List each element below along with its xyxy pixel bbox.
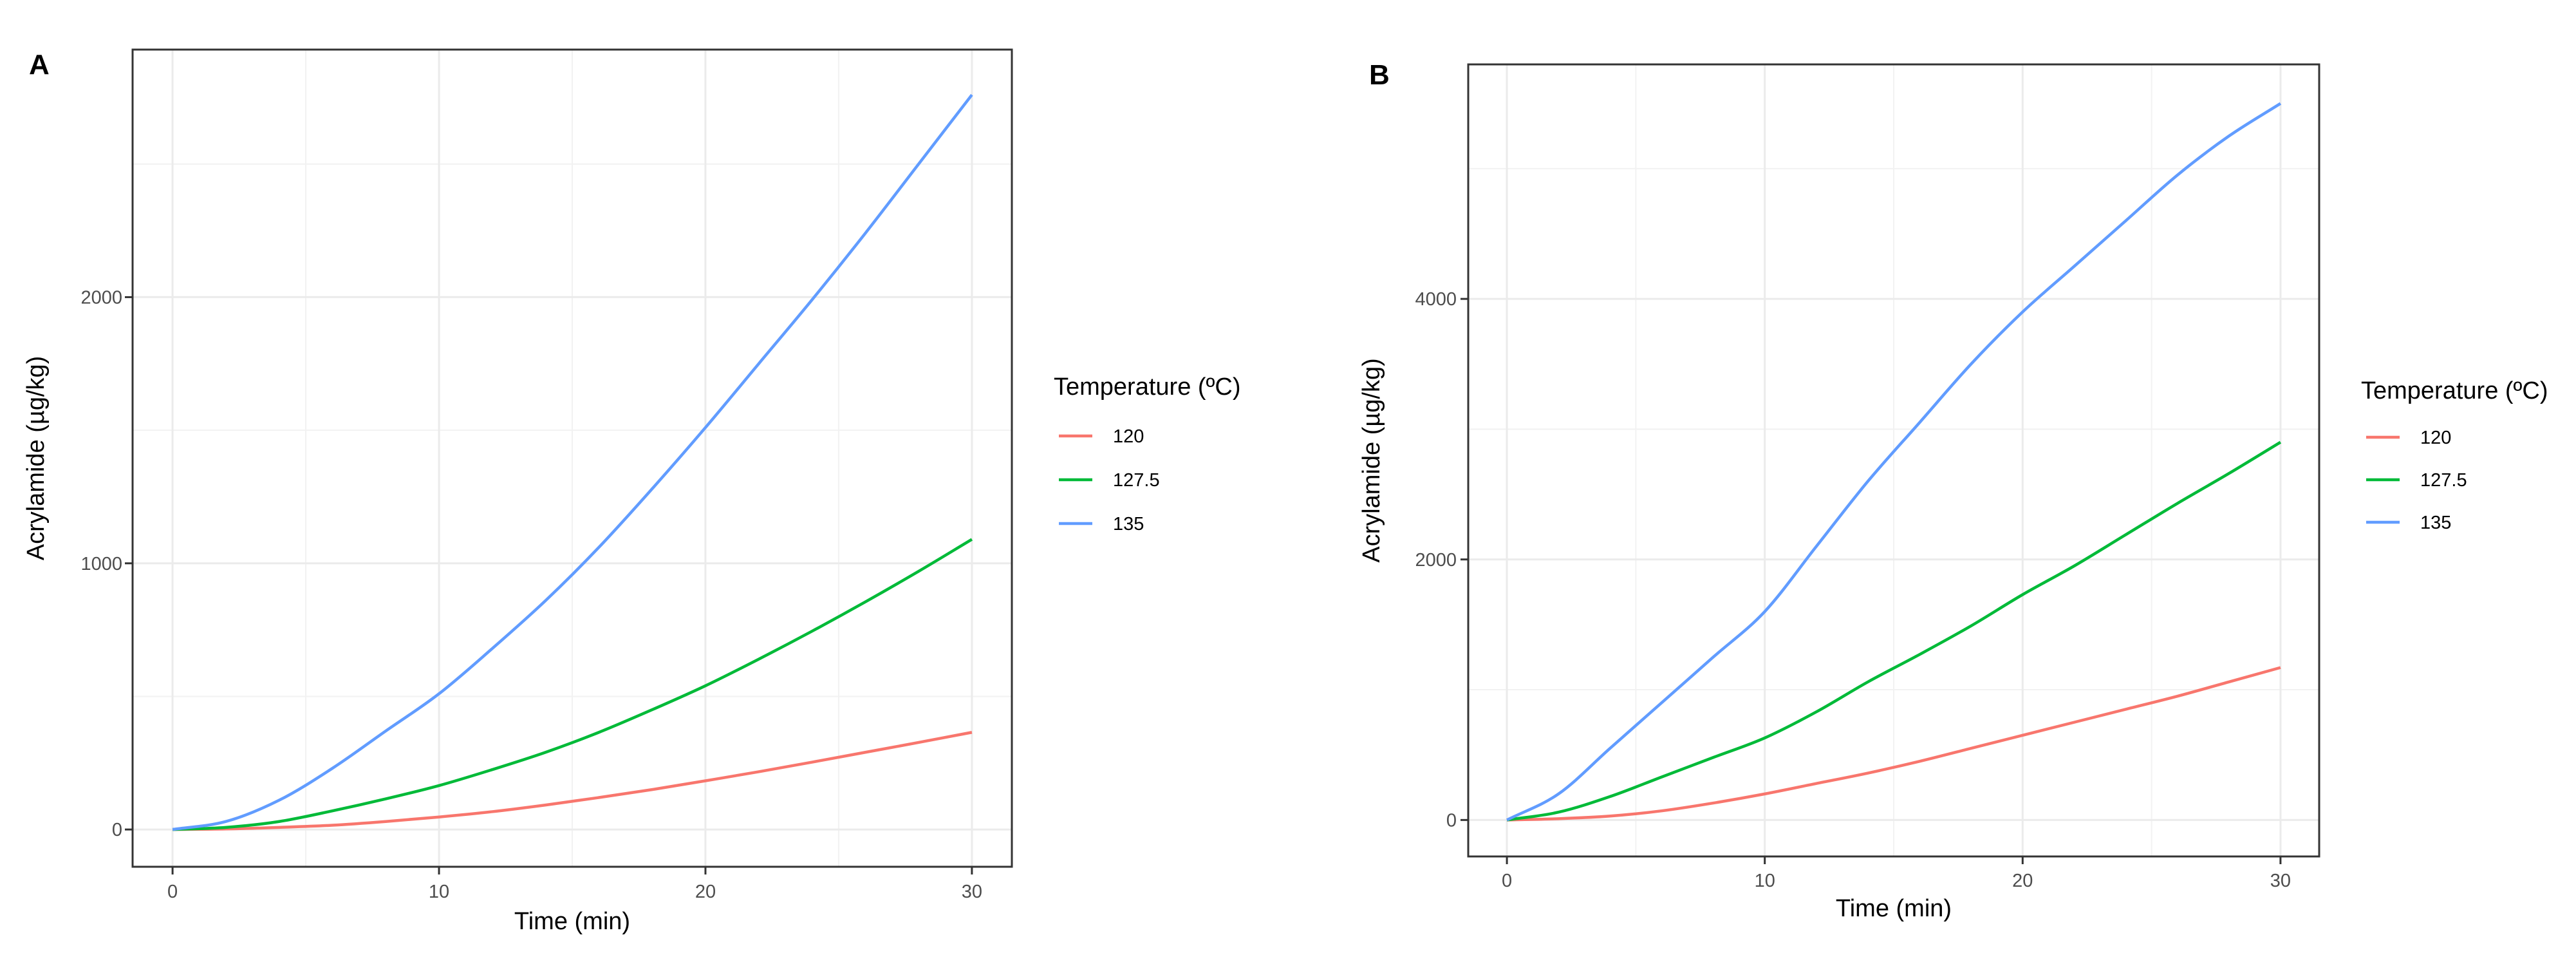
- legend: Temperature (ºC) 120 127.5 135: [2361, 377, 2548, 533]
- legend-label: 135: [1113, 514, 1144, 534]
- y-tick-label: 0: [112, 820, 122, 840]
- x-axis-title: Time (min): [514, 908, 630, 935]
- series-line-135: [1506, 102, 2282, 822]
- legend-title: Temperature (ºC): [2361, 377, 2548, 404]
- panel-border: [1467, 63, 2320, 858]
- legend-label: 135: [2420, 513, 2451, 533]
- legend-item: 127.5: [2366, 470, 2467, 491]
- y-tick-label: 1000: [80, 554, 122, 574]
- legend-label: 127.5: [1113, 470, 1160, 491]
- legend-title: Temperature (ºC): [1054, 373, 1241, 401]
- series-line-120: [1507, 666, 2281, 822]
- x-tick-label: 30: [962, 882, 982, 902]
- legend-item: 120: [1059, 426, 1144, 447]
- legend-item: 127.5: [1059, 470, 1160, 491]
- x-tick-label: 20: [695, 882, 716, 902]
- x-tick-label: 10: [1755, 871, 1775, 891]
- y-tick-label: 2000: [1415, 550, 1457, 571]
- legend-item: 135: [2366, 513, 2451, 533]
- panel-b: 0 10 20 30 0 2000 4000 Time (min) Acrylamide (µg…: [1358, 59, 2548, 922]
- legend: Temperature (ºC) 120 127.5 135: [1054, 373, 1241, 534]
- panel-border: [131, 48, 1013, 868]
- panel-label: B: [1369, 59, 1390, 91]
- y-axis-title: Acrylamide (µg/kg): [1358, 358, 1385, 563]
- series-line-127-5: [1506, 440, 2282, 822]
- x-tick-label: 30: [2270, 871, 2291, 891]
- panel-a: 0 10 20 30 0 1000 2000 Time (min) Acrylamide (µg…: [23, 48, 1241, 935]
- y-tick-label: 0: [1446, 810, 1457, 831]
- x-tick-label: 0: [167, 882, 178, 902]
- x-tick-label: 0: [1502, 871, 1512, 891]
- legend-label: 127.5: [2420, 470, 2467, 491]
- series-line-120: [173, 731, 973, 831]
- x-axis-title: Time (min): [1836, 895, 1952, 922]
- series-line-127-5: [173, 538, 973, 831]
- x-tick-label: 20: [2012, 871, 2033, 891]
- series-line-135: [172, 93, 973, 831]
- legend-item: 120: [2366, 428, 2451, 448]
- legend-item: 135: [1059, 514, 1144, 534]
- y-tick-label: 2000: [80, 287, 122, 308]
- legend-label: 120: [2420, 428, 2451, 448]
- x-tick-label: 10: [429, 882, 449, 902]
- panel-label: A: [29, 49, 50, 80]
- legend-label: 120: [1113, 426, 1144, 447]
- y-tick-label: 4000: [1415, 289, 1457, 310]
- y-axis-title: Acrylamide (µg/kg): [23, 356, 50, 561]
